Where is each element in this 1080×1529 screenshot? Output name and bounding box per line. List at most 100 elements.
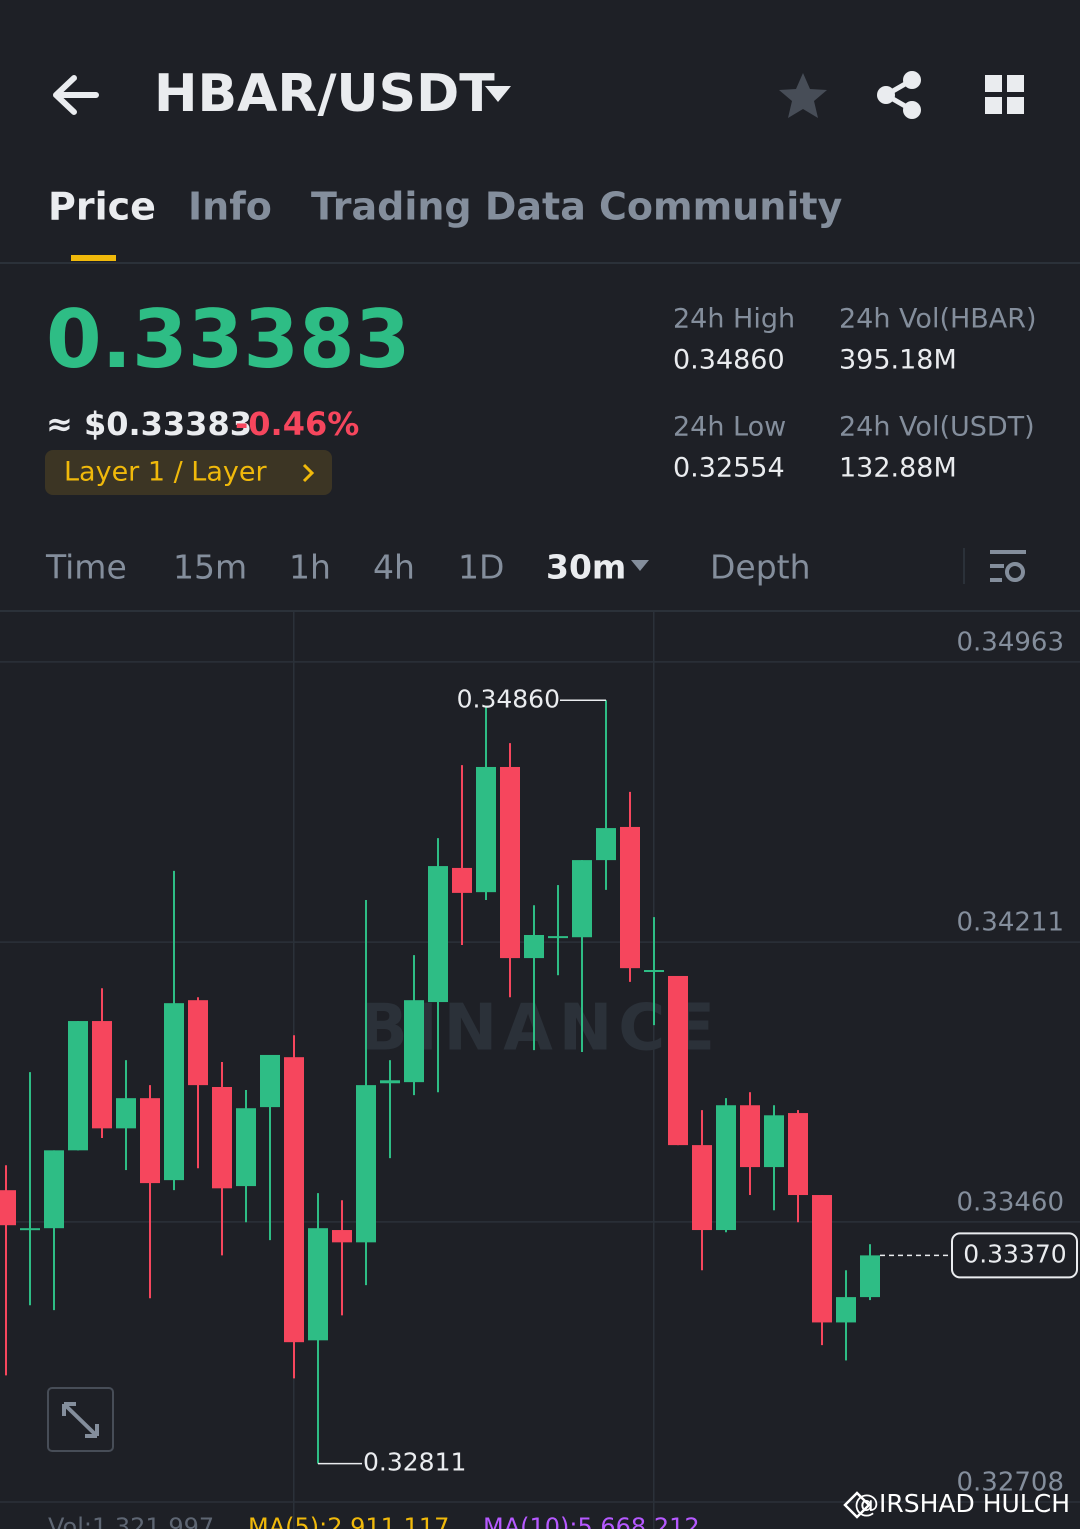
interval-dropdown[interactable]: [631, 560, 649, 571]
tag-background: [45, 450, 332, 495]
stat-label: 24h Low: [673, 412, 786, 443]
candle-body: [404, 1000, 424, 1083]
settings-lines: [990, 550, 1026, 582]
tab[interactable]: Price: [48, 185, 156, 229]
volume-ma10: MA(10):5,668,212: [483, 1513, 700, 1529]
candle-body: [692, 1145, 712, 1231]
divider: [963, 548, 965, 584]
candle-body: [668, 975, 688, 1146]
tag-label: Layer 1 / Layer: [64, 457, 267, 488]
category-tag[interactable]: Layer 1 / Layer: [45, 450, 332, 495]
candle-body: [836, 1297, 856, 1323]
layout-cell: [1007, 75, 1024, 92]
candle-body: [380, 1080, 400, 1084]
candle-body: [188, 1000, 208, 1086]
layout-cell: [985, 97, 1002, 114]
candle-body: [716, 1105, 736, 1231]
back-icon: [53, 75, 99, 115]
candle-body: [44, 1150, 64, 1229]
tag-chevron: [302, 463, 315, 483]
share-icon[interactable]: [877, 71, 921, 119]
interval[interactable]: Time: [45, 548, 127, 587]
stat-value: 0.32554: [673, 453, 785, 484]
y-tick-label: 0.32708: [956, 1468, 1064, 1498]
candle-body: [260, 1054, 280, 1108]
grid-line-vertical: [653, 612, 655, 1529]
tab[interactable]: Community: [599, 185, 842, 229]
candle-body: [116, 1098, 136, 1129]
candle-body: [812, 1195, 832, 1323]
divider: [0, 262, 1080, 264]
stat-label: 24h High: [673, 304, 795, 335]
interval[interactable]: 1h: [289, 548, 331, 587]
divider: [0, 610, 1080, 612]
stat-label: 24h Vol(HBAR): [839, 304, 1037, 335]
layout-cell: [985, 75, 1002, 92]
expand-frame: [47, 1387, 114, 1452]
tab[interactable]: Info: [188, 185, 272, 229]
candle-body: [452, 867, 472, 893]
volume-ma5: MA(5):2,911,117: [248, 1513, 449, 1529]
interval[interactable]: Depth: [710, 548, 811, 587]
chart-settings-icon[interactable]: [990, 550, 1026, 582]
y-tick-label: 0.33460: [956, 1187, 1064, 1217]
low-marker-label: 0.32811: [363, 1448, 466, 1477]
interval[interactable]: 4h: [373, 548, 415, 587]
candle-body: [92, 1021, 112, 1129]
candle-body: [548, 936, 568, 939]
candle-body: [428, 866, 448, 1003]
candle-body: [524, 934, 544, 959]
pair-dropdown[interactable]: [485, 86, 511, 102]
stat-value: 0.34860: [673, 345, 785, 376]
favorite-icon[interactable]: [779, 73, 827, 118]
y-tick-label: 0.34211: [956, 908, 1064, 938]
tab-indicator: [71, 255, 116, 261]
back-button[interactable]: [53, 75, 99, 115]
stat-label: 24h Vol(USDT): [839, 412, 1035, 443]
candle-body: [212, 1086, 232, 1189]
usd-price: ≈ $0.33383: [46, 405, 252, 443]
y-tick-label: 0.34963: [956, 627, 1064, 657]
candle-body: [236, 1108, 256, 1187]
candle-body: [476, 766, 496, 893]
candle-body: [140, 1098, 160, 1184]
tab[interactable]: Trading Data: [311, 185, 586, 229]
pair-title[interactable]: HBAR/USDT: [154, 64, 495, 124]
candle-body: [20, 1228, 40, 1231]
candle-body: [500, 766, 520, 959]
share-dot: [903, 101, 921, 119]
last-price-box: [951, 1232, 1078, 1279]
last-price-label: 0.33370: [963, 1239, 1066, 1268]
candle-body: [596, 828, 616, 861]
stat-value: 395.18M: [839, 345, 957, 376]
high-marker-label: 0.34860: [457, 684, 560, 713]
interval[interactable]: 15m: [173, 548, 247, 587]
last-price: 0.33383: [46, 293, 410, 386]
interval-selected[interactable]: 30m: [546, 548, 626, 587]
candle-body: [860, 1255, 880, 1298]
share-dot: [877, 86, 895, 104]
layout-cell: [1007, 97, 1024, 114]
expand-button[interactable]: [47, 1387, 114, 1452]
candle-body: [356, 1085, 376, 1243]
candle-body: [68, 1021, 88, 1151]
candle-body: [644, 970, 664, 973]
share-dot: [903, 71, 921, 89]
layout-icon[interactable]: [985, 75, 1024, 114]
price-change: -0.46%: [235, 405, 359, 443]
interval[interactable]: 1D: [458, 548, 504, 587]
candle-body: [788, 1113, 808, 1196]
settings-gear: [1005, 562, 1025, 582]
candle-body: [740, 1105, 760, 1168]
stat-value: 132.88M: [839, 453, 957, 484]
candle-body: [0, 1190, 16, 1226]
candle-body: [164, 1003, 184, 1181]
candle-body: [764, 1115, 784, 1168]
expand-icon: [62, 1402, 99, 1438]
candle-body: [572, 860, 592, 938]
plot: 0.34963 0.34211 0.33460 0.32708 0.34860 0.328…: [0, 627, 1080, 1503]
volume-label: Vol:1,321,997: [48, 1513, 214, 1529]
